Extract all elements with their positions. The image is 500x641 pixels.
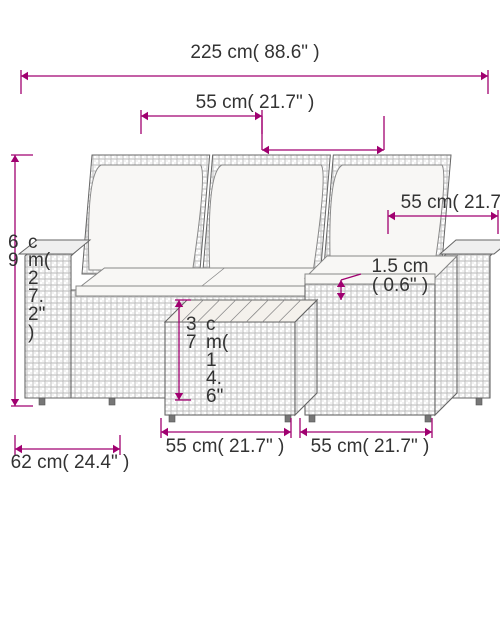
ottoman-foot (309, 415, 315, 422)
dimension-arrow (11, 155, 19, 162)
dimension-arrow (284, 428, 291, 436)
dimension-label: 62 cm( 24.4" ) (11, 452, 130, 473)
dimension-label: 55 cm( 21.7" ) (401, 192, 500, 213)
dimension-arrow (491, 212, 498, 220)
dimension-arrow (300, 428, 307, 436)
sofa-foot (476, 398, 482, 405)
back-cushion (89, 165, 203, 270)
ottoman-foot (425, 415, 431, 422)
back-cushion (330, 165, 444, 270)
dimension-arrow (377, 146, 384, 154)
sofa-foot (39, 398, 45, 405)
ottoman-front (305, 278, 435, 415)
dimension-arrow (141, 112, 148, 120)
table-front (165, 322, 295, 415)
dimension-label: 1.5 cm( 0.6" ) (371, 256, 428, 296)
dimension-arrow (262, 146, 269, 154)
armrest-tray-right (440, 240, 500, 254)
dimension-arrow (161, 428, 168, 436)
dimension-label: 55 cm( 21.7" ) (166, 436, 285, 457)
dimension-label: 225 cm( 88.6" ) (190, 42, 319, 63)
dimension-arrow (481, 72, 488, 80)
back-cushion (209, 165, 323, 270)
dimension-arrow (255, 112, 262, 120)
dimension-diagram: 225 cm( 88.6" ) 55 cm( 21.7" ) 55 cm( 21.7… (0, 0, 500, 641)
dimension-arrow (11, 399, 19, 406)
dimension-label: 55 cm( 21.7" ) (311, 436, 430, 457)
sofa-foot (109, 398, 115, 405)
dimension-arrow (21, 72, 28, 80)
table-foot (169, 415, 175, 422)
dimension-label: 55 cm( 21.7" ) (196, 92, 315, 113)
dimension-arrow (425, 428, 432, 436)
table-foot (285, 415, 291, 422)
ottoman-side (435, 256, 457, 415)
